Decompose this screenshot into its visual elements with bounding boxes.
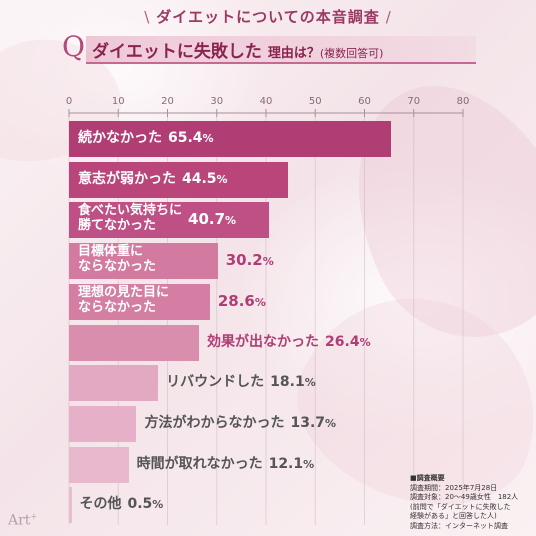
bar-label: 効果が出なかった 26.4% <box>207 334 371 350</box>
title-deco-left: \ <box>144 8 151 26</box>
bar <box>69 283 210 320</box>
bar-value-number: 13.7 <box>290 414 326 431</box>
survey-heading: ■調査概要 <box>410 474 445 482</box>
bar-value-unit: % <box>303 457 315 471</box>
bar-category-label: ならなかった <box>78 299 157 315</box>
bar-label: 目標体重に ならなかった <box>78 244 157 275</box>
bar-value-number: 44.5 <box>182 170 217 187</box>
bar-category-label: 効果が出なかった <box>207 333 320 350</box>
x-tick-label: 0 <box>65 96 73 107</box>
question-main: ダイエットに失敗した <box>92 42 262 62</box>
x-tick-label: 50 <box>308 96 322 107</box>
survey-title-text: ダイエットについての本音調査 <box>156 8 380 26</box>
bar-value-label: 44.5% <box>182 171 228 187</box>
bar <box>69 446 129 483</box>
bar-label: 時間が取れなかった 12.1% <box>137 456 315 472</box>
bar-category-label: リバウンドした <box>166 374 265 391</box>
bar-value-number: 18.1 <box>270 374 305 391</box>
x-tick-label: 10 <box>111 96 125 107</box>
bar <box>69 405 137 442</box>
bar-label: 方法がわからなかった 13.7% <box>144 415 336 431</box>
bar-value-label: 28.6% <box>217 291 266 310</box>
bar-category-label: 意志が弱かった <box>78 170 176 187</box>
title-deco-right: / <box>385 8 392 26</box>
bar <box>69 487 72 524</box>
bar-value-unit: % <box>254 295 266 309</box>
survey-note-2: 経験がある」と回答した人) <box>410 512 497 520</box>
question-note: (複数回答可) <box>319 47 384 60</box>
bar-value-number: 40.7 <box>188 209 226 228</box>
question-text: ダイエットに失敗した 理由は？(複数回答可) <box>92 37 383 62</box>
bar-category-label: 目標体重に <box>78 244 144 260</box>
bar-value-unit: % <box>202 132 214 145</box>
art-logo: Art+ <box>8 512 37 529</box>
bar-value-label: 30.2% <box>225 251 274 270</box>
question-sub: 理由は？ <box>267 46 320 61</box>
bar-value-label: 40.7% <box>188 209 237 228</box>
bar <box>69 243 218 280</box>
bar-value-label: 26.4% <box>325 334 371 350</box>
bar-label: リバウンドした 18.1% <box>166 374 316 390</box>
bar-value-unit: % <box>325 416 337 430</box>
x-tick-label: 80 <box>456 96 470 107</box>
question-band <box>86 36 476 64</box>
logo-sup: + <box>30 512 38 521</box>
bar-label: その他 0.5% <box>79 496 163 512</box>
bar-value-number: 26.4 <box>325 333 360 350</box>
bar-value-number: 12.1 <box>268 455 304 472</box>
survey-method: 調査方法：インターネット調査 <box>410 521 508 530</box>
x-tick-label: 20 <box>161 96 174 107</box>
x-tick-label: 40 <box>259 96 273 107</box>
bar-label: 続かなかった 65.4% <box>78 130 214 146</box>
bar-label: 食べたい気持ちに 勝てなかった 40.7% <box>78 203 237 234</box>
question-heading: Q ダイエットに失敗した 理由は？(複数回答可) <box>62 30 482 66</box>
bar-value-unit: % <box>262 255 274 269</box>
bar-label: 理想の見た目に ならなかった <box>78 284 170 316</box>
x-tick-label: 60 <box>358 96 371 107</box>
bar-category-label: 方法がわからなかった <box>144 414 285 431</box>
bar-category-label: その他 <box>79 496 122 513</box>
bar <box>69 121 392 157</box>
bar <box>69 365 159 402</box>
bar <box>69 202 270 239</box>
survey-summary: ■調査概要 調査期間：2025年7月28日 調査対象：20〜49歳女性 182人… <box>410 474 518 531</box>
bar-value-label: 65.4% <box>168 130 214 146</box>
bar-value-unit: % <box>359 335 371 349</box>
bar-category-label: 食べたい気持ちに <box>78 203 183 219</box>
bar-value-unit: % <box>216 172 228 186</box>
bar-value-number: 28.6 <box>217 291 255 310</box>
bar <box>69 161 289 198</box>
x-tick-label: 70 <box>407 96 421 107</box>
bar-value-unit: % <box>225 213 237 227</box>
logo-text: Art <box>8 512 31 529</box>
bar-value-number: 65.4 <box>168 130 203 146</box>
bar-value-label: 0.5% <box>127 496 163 512</box>
bar-value-label: 13.7% <box>290 415 336 431</box>
survey-title: \ ダイエットについての本音調査 / <box>0 6 536 27</box>
bar-value-unit: % <box>152 498 164 512</box>
bar <box>69 324 200 361</box>
bar-value-label: 18.1% <box>270 374 316 390</box>
question-letter: Q <box>62 30 85 63</box>
survey-subjects: 調査対象：20〜49歳女性 182人 <box>410 493 519 501</box>
bar-value-number: 0.5 <box>127 496 153 513</box>
bar-value-unit: % <box>304 376 316 390</box>
bar-value-number: 30.2 <box>225 251 263 270</box>
x-tick-label: 30 <box>210 96 224 107</box>
bar-label: 意志が弱かった 44.5% <box>78 171 228 187</box>
bar-category-label: ならなかった <box>78 259 157 275</box>
bar-category-label: 時間が取れなかった <box>136 455 263 472</box>
bar-category-label: 続かなかった <box>78 130 162 146</box>
bar-category-label: 理想の見た目に <box>78 284 170 300</box>
survey-period: 調査期間：2025年7月28日 <box>410 483 498 492</box>
bar-category-label: 勝てなかった <box>78 218 157 234</box>
bar-value-label: 12.1% <box>269 456 315 472</box>
survey-note-1: (前問で「ダイエットに失敗した <box>410 502 511 511</box>
